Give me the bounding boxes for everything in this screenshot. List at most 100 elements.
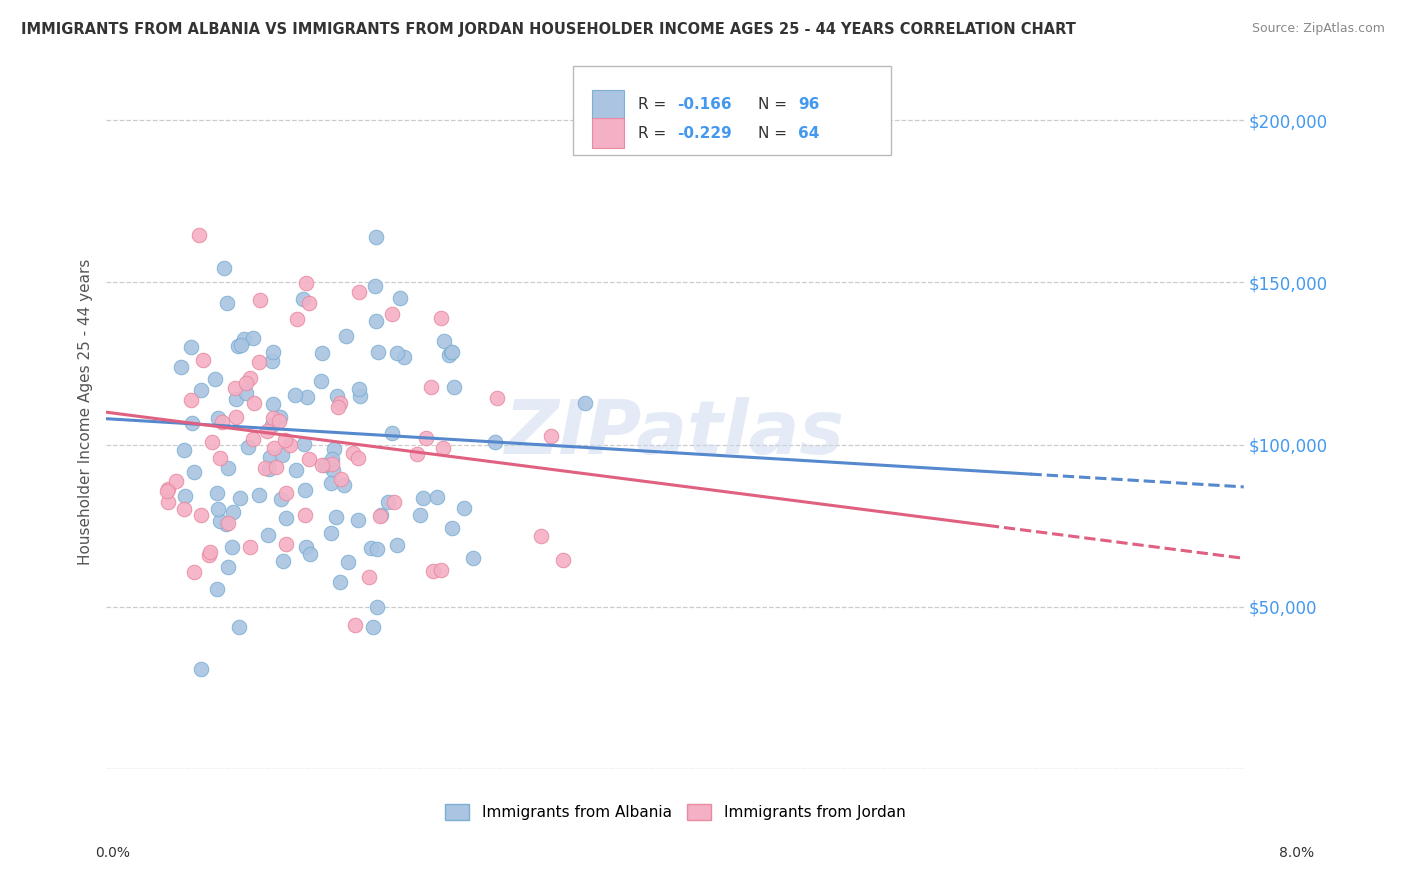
Point — [201, 434, 224, 449]
Point — [243, 396, 266, 410]
Point — [385, 346, 408, 360]
Point — [257, 461, 280, 475]
Point — [292, 437, 315, 451]
Text: 64: 64 — [799, 126, 820, 141]
Point — [366, 230, 388, 244]
Text: -0.166: -0.166 — [678, 97, 733, 112]
Point — [214, 516, 236, 531]
Point — [337, 556, 360, 570]
Text: R =: R = — [637, 126, 671, 141]
Point — [295, 540, 318, 554]
Point — [344, 617, 367, 632]
Point — [259, 450, 281, 464]
Point — [157, 495, 180, 509]
Text: 8.0%: 8.0% — [1279, 846, 1315, 860]
Point — [357, 570, 380, 584]
Point — [198, 545, 221, 559]
Point — [174, 489, 197, 503]
Point — [294, 483, 316, 497]
Point — [323, 442, 346, 457]
Point — [329, 396, 352, 410]
Point — [381, 307, 404, 321]
Point — [262, 417, 284, 432]
FancyBboxPatch shape — [592, 119, 624, 148]
Text: 96: 96 — [799, 97, 820, 112]
Point — [269, 410, 291, 425]
Point — [169, 359, 191, 374]
Point — [484, 435, 506, 450]
Point — [364, 314, 387, 328]
Point — [377, 495, 399, 509]
Point — [247, 488, 270, 502]
Point — [221, 541, 243, 555]
Point — [342, 446, 364, 460]
Point — [278, 438, 301, 452]
Point — [183, 565, 205, 579]
Point — [173, 502, 195, 516]
Point — [335, 329, 357, 343]
Point — [322, 463, 344, 477]
Point — [263, 397, 285, 411]
Point — [325, 510, 347, 524]
Point — [257, 528, 280, 542]
Point — [425, 490, 447, 504]
Point — [271, 554, 294, 568]
Point — [347, 512, 370, 526]
Point — [260, 354, 283, 368]
Point — [274, 434, 297, 448]
Point — [193, 353, 215, 368]
Point — [429, 310, 451, 325]
Point — [183, 465, 205, 479]
Point — [437, 348, 460, 362]
Point — [229, 491, 252, 505]
Point — [217, 516, 239, 530]
Text: ZIPatlas: ZIPatlas — [505, 397, 845, 470]
Point — [461, 551, 484, 566]
Point — [370, 508, 392, 523]
Point — [285, 311, 308, 326]
Point — [274, 537, 297, 551]
Point — [349, 383, 371, 397]
FancyBboxPatch shape — [572, 66, 891, 155]
Point — [242, 432, 264, 446]
Point — [262, 345, 284, 359]
Point — [453, 501, 475, 516]
Point — [295, 276, 318, 290]
Point — [529, 529, 551, 543]
Point — [209, 451, 232, 466]
Point — [409, 508, 432, 522]
Point — [270, 492, 292, 507]
Point — [328, 575, 350, 590]
Point — [295, 390, 318, 404]
Point — [540, 429, 562, 443]
Point — [311, 345, 333, 359]
Point — [321, 451, 343, 466]
Point — [440, 345, 463, 359]
Point — [180, 393, 202, 408]
FancyBboxPatch shape — [592, 90, 624, 120]
Point — [406, 446, 429, 460]
Point — [364, 279, 387, 293]
Point — [366, 600, 388, 615]
Point — [198, 548, 221, 562]
Point — [389, 291, 412, 305]
Point — [321, 458, 343, 472]
Point — [235, 376, 257, 391]
Point — [440, 521, 463, 535]
Point — [433, 334, 456, 349]
Text: -0.229: -0.229 — [678, 126, 733, 141]
Point — [298, 452, 321, 467]
Point — [551, 553, 574, 567]
Point — [228, 620, 250, 634]
Point — [224, 380, 246, 394]
Point — [311, 458, 333, 472]
Point — [321, 526, 343, 541]
Point — [574, 396, 596, 410]
Legend: Immigrants from Albania, Immigrants from Jordan: Immigrants from Albania, Immigrants from… — [439, 797, 911, 826]
Point — [325, 389, 347, 403]
Point — [235, 385, 257, 400]
Point — [208, 515, 231, 529]
Point — [326, 401, 349, 415]
Point — [443, 380, 465, 394]
Point — [156, 482, 179, 496]
